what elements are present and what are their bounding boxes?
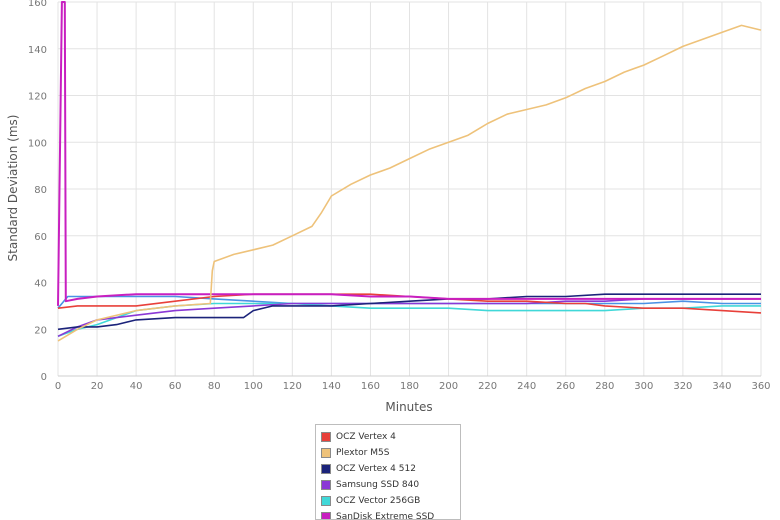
y-tick-label: 0 — [41, 372, 47, 383]
x-tick-label: 100 — [244, 381, 263, 392]
x-tick-label: 40 — [130, 381, 143, 392]
y-tick-label: 120 — [28, 92, 47, 103]
series-lines — [57, 1, 762, 342]
y-axis-title: Standard Deviation (ms) — [6, 115, 20, 262]
y-tick-label: 140 — [28, 45, 47, 56]
legend-swatch — [321, 496, 331, 506]
x-tick-label: 360 — [751, 381, 770, 392]
x-tick-label: 340 — [712, 381, 731, 392]
y-tick-label: 80 — [34, 185, 47, 196]
x-tick-label: 300 — [634, 381, 653, 392]
x-tick-label: 320 — [673, 381, 692, 392]
legend-label: Plextor M5S — [336, 448, 390, 458]
legend-item[interactable]: Plextor M5S — [321, 445, 455, 461]
x-tick-label: 20 — [91, 381, 104, 392]
x-axis-title: Minutes — [385, 400, 432, 414]
legend-label: OCZ Vertex 4 512 — [336, 464, 416, 474]
series-line-1 — [57, 24, 762, 342]
axis-ticks: 0 20 40 60 80 100 120 140 160 0 20 40 60 80 100 120 140 1… — [28, 0, 771, 392]
x-tick-label: 160 — [361, 381, 380, 392]
legend-label: OCZ Vector 256GB — [336, 496, 421, 506]
legend-swatch — [321, 432, 331, 442]
x-tick-label: 260 — [556, 381, 575, 392]
x-tick-label: 180 — [400, 381, 419, 392]
series-line-2 — [57, 293, 761, 331]
x-tick-label: 0 — [55, 381, 61, 392]
legend-label: OCZ Vertex 4 — [336, 432, 396, 442]
x-tick-label: 240 — [517, 381, 536, 392]
y-tick-label: 20 — [34, 325, 47, 336]
x-tick-label: 140 — [322, 381, 341, 392]
x-tick-label: 220 — [478, 381, 497, 392]
legend-item[interactable]: Samsung SSD 840 — [321, 477, 455, 493]
legend-item[interactable]: OCZ Vertex 4 — [321, 429, 455, 445]
y-tick-label: 60 — [34, 232, 47, 243]
legend-swatch — [321, 448, 331, 458]
y-tick-label: 40 — [34, 279, 47, 290]
x-tick-label: 200 — [439, 381, 458, 392]
x-tick-label: 280 — [595, 381, 614, 392]
legend-label: Samsung SSD 840 — [336, 480, 420, 490]
x-tick-label: 60 — [169, 381, 182, 392]
legend-label: SanDisk Extreme SSD — [336, 512, 435, 520]
x-tick-label: 80 — [208, 381, 221, 392]
legend-swatch — [321, 512, 331, 519]
legend-item[interactable]: OCZ Vertex 4 512 — [321, 461, 455, 477]
legend-item[interactable]: OCZ Vector 256GB — [321, 493, 455, 509]
x-tick-label: 120 — [283, 381, 302, 392]
legend-item[interactable]: SanDisk Extreme SSD — [321, 509, 455, 520]
legend-swatch — [321, 480, 331, 490]
series-line-5 — [57, 1, 761, 306]
legend-swatch — [321, 464, 331, 474]
y-tick-label: 160 — [28, 0, 47, 9]
grid — [57, 1, 762, 377]
y-tick-label: 100 — [28, 138, 47, 149]
legend: OCZ Vertex 4 Plextor M5S OCZ Vertex 4 512 S… — [315, 424, 461, 520]
